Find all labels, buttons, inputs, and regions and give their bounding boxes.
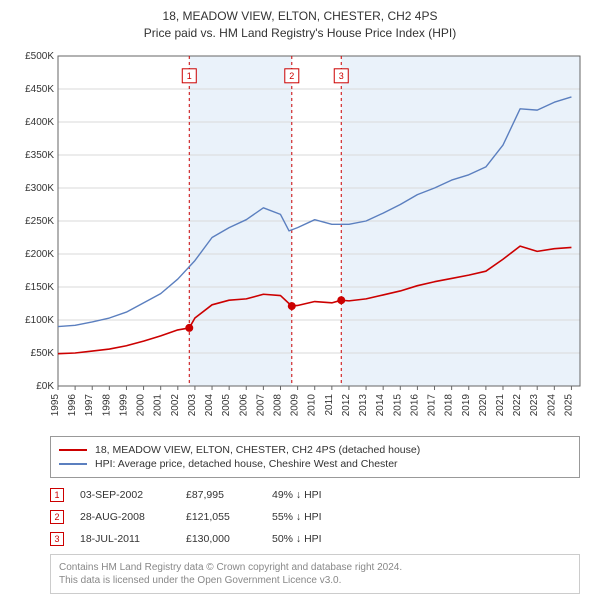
svg-text:2022: 2022 <box>512 393 523 416</box>
sale-marker-3: 3 <box>50 532 64 546</box>
chart-plot: £0K £50K £100K £150K £200K £250K £300K £350K £40… <box>10 48 590 428</box>
footer-note: Contains HM Land Registry data © Crown c… <box>50 554 580 594</box>
sale-date-1: 03-SEP-2002 <box>80 489 170 501</box>
svg-text:3: 3 <box>339 70 344 80</box>
svg-text:2025: 2025 <box>563 393 574 416</box>
svg-text:2001: 2001 <box>153 393 164 416</box>
footer-line2: This data is licensed under the Open Gov… <box>59 574 571 587</box>
legend: 18, MEADOW VIEW, ELTON, CHESTER, CH2 4PS… <box>50 436 580 478</box>
chart-svg: £0K £50K £100K £150K £200K £250K £300K £350K £40… <box>10 48 590 428</box>
sales-list: 1 03-SEP-2002 £87,995 49% ↓ HPI 2 28-AUG… <box>50 484 580 550</box>
svg-text:£0K: £0K <box>36 381 54 392</box>
svg-text:2012: 2012 <box>341 393 352 416</box>
svg-text:2023: 2023 <box>529 393 540 416</box>
sale-date-2: 28-AUG-2008 <box>80 511 170 523</box>
legend-swatch-hpi <box>59 463 87 465</box>
svg-text:2008: 2008 <box>272 393 283 416</box>
sale-pct-2: 55% ↓ HPI <box>272 511 362 523</box>
svg-text:2014: 2014 <box>375 393 386 416</box>
svg-text:£350K: £350K <box>25 150 54 161</box>
svg-text:2007: 2007 <box>255 393 266 416</box>
svg-text:1998: 1998 <box>101 393 112 416</box>
svg-text:£450K: £450K <box>25 84 54 95</box>
sale-row-2: 2 28-AUG-2008 £121,055 55% ↓ HPI <box>50 506 580 528</box>
sale-row-1: 1 03-SEP-2002 £87,995 49% ↓ HPI <box>50 484 580 506</box>
svg-text:2015: 2015 <box>392 393 403 416</box>
sale-date-3: 18-JUL-2011 <box>80 533 170 545</box>
svg-text:£300K: £300K <box>25 183 54 194</box>
svg-text:2009: 2009 <box>290 393 301 416</box>
sale-price-1: £87,995 <box>186 489 256 501</box>
sale-row-3: 3 18-JUL-2011 £130,000 50% ↓ HPI <box>50 528 580 550</box>
svg-text:2020: 2020 <box>478 393 489 416</box>
svg-text:£200K: £200K <box>25 249 54 260</box>
svg-text:1997: 1997 <box>84 393 95 416</box>
svg-text:2000: 2000 <box>136 393 147 416</box>
legend-swatch-property <box>59 449 87 451</box>
chart-container: 18, MEADOW VIEW, ELTON, CHESTER, CH2 4PS… <box>0 0 600 604</box>
svg-text:2010: 2010 <box>307 393 318 416</box>
svg-text:£400K: £400K <box>25 117 54 128</box>
svg-text:2019: 2019 <box>461 393 472 416</box>
svg-text:1999: 1999 <box>118 393 129 416</box>
sale-pct-1: 49% ↓ HPI <box>272 489 362 501</box>
sale-price-2: £121,055 <box>186 511 256 523</box>
svg-text:1995: 1995 <box>50 393 61 416</box>
svg-text:2016: 2016 <box>409 393 420 416</box>
svg-text:1996: 1996 <box>67 393 78 416</box>
svg-text:2003: 2003 <box>187 393 198 416</box>
footer-line1: Contains HM Land Registry data © Crown c… <box>59 561 571 574</box>
chart-title-block: 18, MEADOW VIEW, ELTON, CHESTER, CH2 4PS… <box>10 8 590 42</box>
svg-text:2002: 2002 <box>170 393 181 416</box>
svg-text:2005: 2005 <box>221 393 232 416</box>
svg-text:£250K: £250K <box>25 216 54 227</box>
svg-text:£150K: £150K <box>25 282 54 293</box>
svg-text:2011: 2011 <box>324 393 335 415</box>
sale-marker-2: 2 <box>50 510 64 524</box>
svg-text:£100K: £100K <box>25 315 54 326</box>
svg-text:2004: 2004 <box>204 393 215 416</box>
svg-text:£50K: £50K <box>31 348 55 359</box>
svg-text:2018: 2018 <box>444 393 455 416</box>
legend-label-property: 18, MEADOW VIEW, ELTON, CHESTER, CH2 4PS… <box>95 444 420 456</box>
title-line2: Price paid vs. HM Land Registry's House … <box>10 25 590 42</box>
svg-text:2017: 2017 <box>427 393 438 416</box>
sale-price-3: £130,000 <box>186 533 256 545</box>
svg-text:2021: 2021 <box>495 393 506 416</box>
svg-text:1: 1 <box>187 70 192 80</box>
svg-text:2024: 2024 <box>546 393 557 416</box>
svg-text:2013: 2013 <box>358 393 369 416</box>
legend-label-hpi: HPI: Average price, detached house, Ches… <box>95 458 398 470</box>
legend-row-hpi: HPI: Average price, detached house, Ches… <box>59 457 571 471</box>
sale-marker-1: 1 <box>50 488 64 502</box>
svg-text:2006: 2006 <box>238 393 249 416</box>
svg-text:2: 2 <box>289 70 294 80</box>
svg-text:£500K: £500K <box>25 51 54 62</box>
sale-pct-3: 50% ↓ HPI <box>272 533 362 545</box>
title-line1: 18, MEADOW VIEW, ELTON, CHESTER, CH2 4PS <box>10 8 590 25</box>
legend-row-property: 18, MEADOW VIEW, ELTON, CHESTER, CH2 4PS… <box>59 443 571 457</box>
